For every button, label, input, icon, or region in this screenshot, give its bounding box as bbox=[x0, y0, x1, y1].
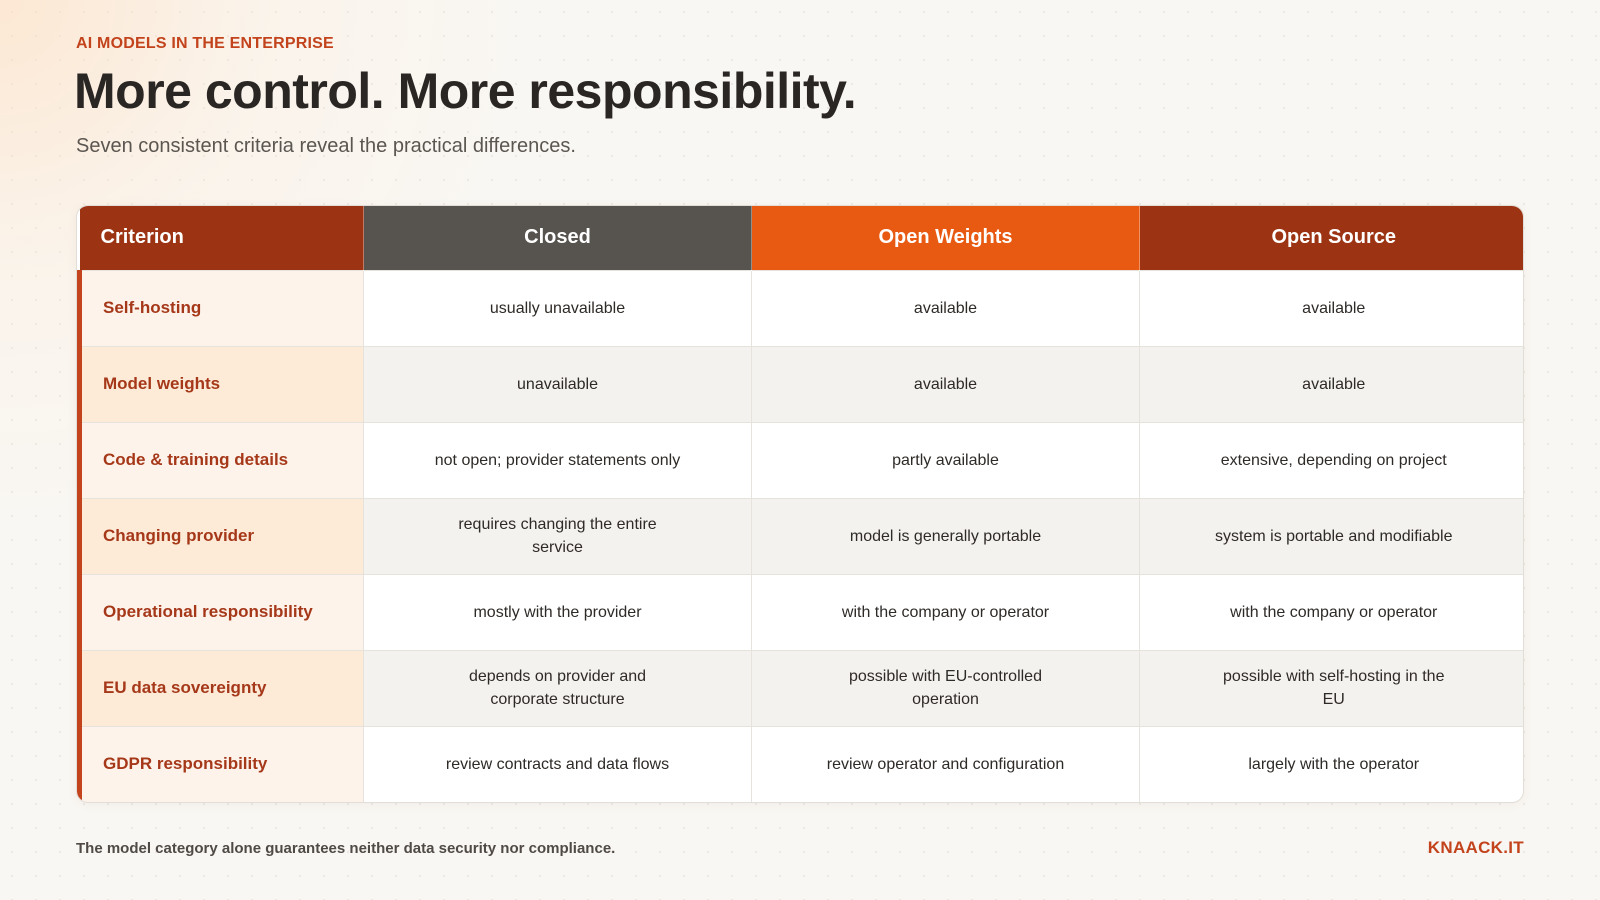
brand-logo-text: KNAACK.IT bbox=[1427, 838, 1524, 857]
open-source-cell: available bbox=[1139, 345, 1523, 422]
closed-cell: unavailable bbox=[363, 345, 752, 422]
open-weights-cell: review operator and configuration bbox=[751, 725, 1140, 802]
open-weights-cell: partly available bbox=[751, 421, 1140, 498]
criterion-cell: Model weights bbox=[77, 345, 364, 422]
open-source-cell: available bbox=[1139, 269, 1523, 346]
closed-cell: mostly with the provider bbox=[363, 573, 752, 650]
open-weights-cell: model is generally portable bbox=[751, 497, 1140, 574]
open-weights-cell: available bbox=[751, 269, 1140, 346]
closed-cell: requires changing the entire service bbox=[363, 497, 752, 574]
closed-cell: usually unavailable bbox=[363, 269, 752, 346]
criterion-cell: GDPR responsibility bbox=[77, 725, 364, 802]
table-row: Self-hosting usually unavailable availab… bbox=[77, 269, 1523, 346]
page-subtitle: Seven consistent criteria reveal the pra… bbox=[76, 135, 576, 157]
column-header-open-weights: Open Weights bbox=[751, 206, 1140, 270]
open-weights-cell: with the company or operator bbox=[751, 573, 1140, 650]
table-row: Code & training details not open; provid… bbox=[77, 421, 1523, 498]
open-source-cell: with the company or operator bbox=[1139, 573, 1523, 650]
table-header-row: Criterion Closed Open Weights Open Sourc… bbox=[79, 206, 1523, 270]
column-header-closed: Closed bbox=[363, 206, 752, 270]
column-header-open-source: Open Source bbox=[1139, 206, 1523, 270]
criterion-cell: Self-hosting bbox=[77, 269, 364, 346]
closed-cell: review contracts and data flows bbox=[363, 725, 752, 802]
criterion-cell: Code & training details bbox=[77, 421, 364, 498]
criterion-cell: EU data sovereignty bbox=[77, 649, 364, 726]
table-row: Changing provider requires changing the … bbox=[77, 497, 1523, 574]
table-row: EU data sovereignty depends on provider … bbox=[77, 649, 1523, 726]
closed-cell: not open; provider statements only bbox=[363, 421, 752, 498]
open-source-cell: system is portable and modifiable bbox=[1139, 497, 1523, 574]
page-title: More control. More responsibility. bbox=[74, 63, 857, 119]
open-source-cell: possible with self-hosting in the EU bbox=[1139, 649, 1523, 726]
footnote: The model category alone guarantees neit… bbox=[76, 840, 616, 857]
eyebrow-label: AI MODELS IN THE ENTERPRISE bbox=[76, 35, 334, 52]
table-row: GDPR responsibility review contracts and… bbox=[77, 725, 1523, 802]
open-weights-cell: available bbox=[751, 345, 1140, 422]
open-source-cell: extensive, depending on project bbox=[1139, 421, 1523, 498]
table-row: Operational responsibility mostly with t… bbox=[77, 573, 1523, 650]
criterion-cell: Changing provider bbox=[77, 497, 364, 574]
comparison-table: Criterion Closed Open Weights Open Sourc… bbox=[76, 205, 1524, 803]
open-weights-cell: possible with EU-controlled operation bbox=[751, 649, 1140, 726]
closed-cell: depends on provider and corporate struct… bbox=[363, 649, 752, 726]
column-header-criterion: Criterion bbox=[79, 206, 364, 270]
table-row: Model weights unavailable available avai… bbox=[77, 345, 1523, 422]
open-source-cell: largely with the operator bbox=[1139, 725, 1523, 802]
criterion-cell: Operational responsibility bbox=[77, 573, 364, 650]
